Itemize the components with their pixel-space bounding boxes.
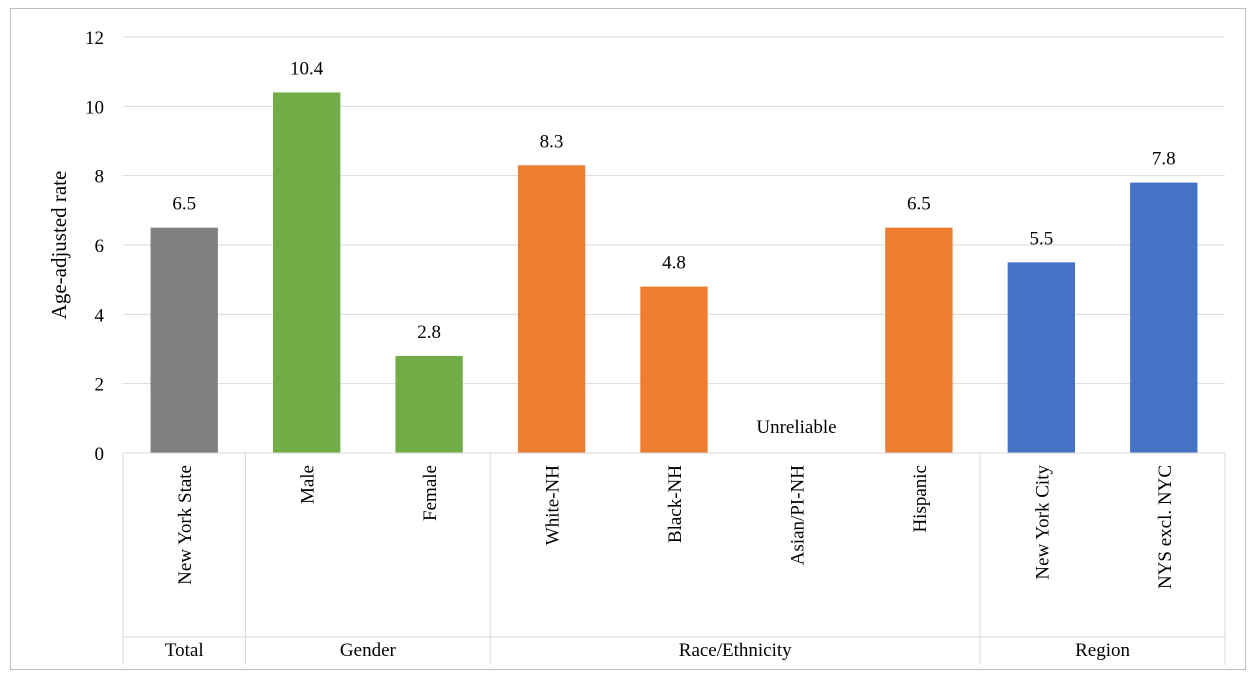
- data-label: 8.3: [540, 131, 564, 152]
- y-axis-ticks: 0 2 4 6 8 10 12: [85, 28, 105, 465]
- x-category-label: Female: [420, 465, 441, 521]
- y-axis-title: Age-adjusted rate: [47, 171, 71, 320]
- x-category-label: Black-NH: [665, 465, 686, 543]
- y-tick-label: 0: [95, 444, 105, 465]
- y-tick-label: 4: [95, 305, 105, 326]
- bar: [640, 286, 708, 453]
- unreliable-label: Unreliable: [756, 417, 836, 438]
- x-category-label: New York City: [1032, 465, 1053, 580]
- data-label: 7.8: [1152, 149, 1176, 170]
- bars: [150, 92, 1198, 453]
- data-label: 4.8: [662, 253, 686, 274]
- x-category-label: NYS excl. NYC: [1155, 465, 1176, 589]
- bar: [1130, 182, 1198, 453]
- group-label: Region: [1075, 640, 1130, 661]
- data-label: 5.5: [1029, 228, 1053, 249]
- x-category-label: Asian/PI-NH: [787, 465, 808, 566]
- x-category-label: Male: [298, 465, 319, 504]
- group-label: Gender: [340, 640, 397, 661]
- y-tick-label: 6: [95, 236, 105, 257]
- x-category-label: Hispanic: [910, 465, 931, 533]
- bar: [272, 92, 341, 453]
- data-label: 6.5: [172, 194, 196, 215]
- x-category-label: New York State: [175, 465, 196, 585]
- bar: [885, 227, 953, 453]
- bar: [517, 165, 586, 453]
- data-label: 2.8: [417, 322, 441, 343]
- data-label: 6.5: [907, 194, 931, 215]
- y-tick-label: 12: [85, 28, 104, 49]
- y-tick-label: 10: [85, 97, 104, 118]
- y-tick-label: 8: [95, 167, 105, 188]
- group-label: Total: [165, 640, 204, 661]
- data-label: 10.4: [290, 58, 324, 79]
- bar: [150, 227, 218, 453]
- x-category-label: White-NH: [543, 465, 564, 545]
- bar: [395, 355, 463, 453]
- group-label: Race/Ethnicity: [679, 640, 792, 661]
- y-tick-label: 2: [95, 375, 105, 396]
- x-axis: New York State Male Female White-NH Black-NH…: [122, 452, 1226, 665]
- bar: [1007, 262, 1076, 453]
- data-labels: 6.5 10.4 2.8 8.3 4.8 Unreliable 6.5 5.5 7.8: [172, 58, 1175, 438]
